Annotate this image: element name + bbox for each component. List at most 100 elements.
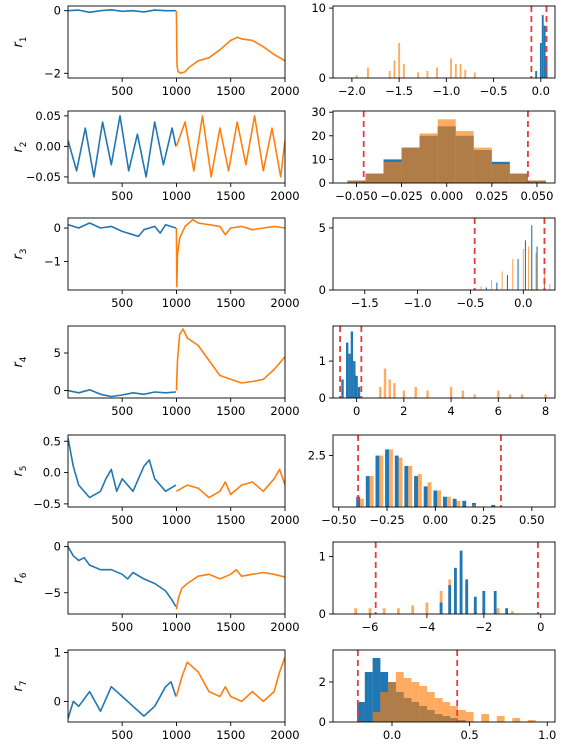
histogram-bar-b [442, 702, 451, 722]
histogram-bar-a [402, 64, 405, 78]
x-tick-label: 0.0 [532, 84, 550, 98]
histogram-bar-a [464, 69, 467, 78]
x-tick-label: 500 [111, 404, 133, 418]
histogram-bar-b [448, 585, 452, 614]
histogram-bar-a [372, 658, 381, 722]
y-tick-label: 0.5 [43, 434, 61, 448]
series-line-a [68, 388, 176, 398]
histogram-panel-6: −6 −4 −2 0 0 1 [319, 541, 556, 634]
histogram-panel-5: −0.50 −0.25 0.00 0.25 0.50 2.5 [308, 434, 556, 527]
histogram-bar-b [473, 596, 477, 614]
x-tick-label: −2.0 [338, 84, 366, 98]
histogram-bar-a [364, 672, 373, 722]
x-tick-label: 0.025 [475, 189, 508, 203]
x-tick-label: 1500 [216, 728, 245, 742]
histogram-bar-b [472, 504, 476, 507]
x-tick-label: −0.50 [321, 513, 356, 527]
trace-panel-5: 500 1000 1500 2000 0.5 0.0 −0.5 r5 [11, 434, 300, 527]
histogram-bar-b [465, 712, 474, 722]
y-tick-label: 0 [54, 540, 61, 554]
plot-area [68, 437, 285, 499]
histogram-bar-b [535, 71, 538, 78]
histogram-bar-b [459, 550, 463, 614]
histogram-bar-b [426, 692, 435, 722]
histogram-bar-a [425, 602, 429, 614]
x-tick-label: 1000 [162, 620, 191, 634]
series-line-b [175, 568, 285, 610]
y-axis-subscript: 6 [19, 572, 29, 578]
histogram-bar-b [434, 698, 443, 722]
y-tick-label: 1 [54, 645, 61, 659]
histogram-bar-a [365, 476, 370, 507]
histogram-bar-b [360, 498, 364, 507]
histogram-bar-b [528, 246, 530, 290]
y-tick-label: 0.05 [35, 109, 61, 123]
axes-frame [332, 434, 556, 508]
histogram-bar-a [397, 608, 400, 614]
x-tick-label: 2000 [270, 728, 299, 742]
x-tick-label: −0.5 [480, 84, 508, 98]
histogram-bar-b [473, 147, 492, 183]
y-axis-label: r2 [11, 141, 29, 152]
histogram-bar-b [380, 692, 389, 722]
histogram-bar-b [417, 474, 422, 507]
histogram-bar-a [356, 496, 361, 507]
y-axis-label: r7 [11, 680, 29, 691]
x-tick-label: 0.50 [519, 513, 545, 527]
y-axis-variable: r [11, 685, 26, 692]
histogram-bar-a [536, 246, 538, 290]
x-tick-label: 0.050 [520, 189, 553, 203]
histogram-bar-b [439, 602, 443, 614]
histogram-bar-b [398, 457, 403, 507]
histogram-bar-a [436, 67, 438, 78]
y-tick-label: 5 [319, 221, 326, 235]
trace-panel-4: 500 1000 1500 2000 0 5 r4 [11, 325, 300, 418]
y-tick-label: 10 [311, 1, 326, 15]
histogram-bar-b [402, 390, 406, 398]
histogram-bar-a [473, 72, 476, 78]
histogram-bar-b [482, 591, 486, 614]
y-tick-label: 0 [54, 221, 61, 235]
y-tick-label: 1 [319, 549, 326, 563]
x-tick-label: 2000 [270, 404, 299, 418]
histogram-bar-b [493, 591, 497, 614]
x-tick-label: 2000 [270, 189, 299, 203]
series-line-a [68, 9, 176, 14]
y-tick-label: 10 [311, 152, 326, 166]
trace-panel-3: 500 1000 1500 2000 0 −1 r3 [11, 217, 300, 310]
x-tick-label: 1000 [162, 728, 191, 742]
histogram-bar-b [455, 131, 474, 183]
histogram-bar-b [372, 712, 381, 722]
histogram-bar-b [414, 386, 417, 398]
histogram-bar-a [348, 353, 351, 398]
x-tick-label: 0.0 [383, 728, 401, 742]
histogram-bar-b [497, 390, 500, 398]
histogram-bar-b [369, 476, 374, 507]
y-tick-label: 0.0 [43, 466, 61, 480]
histogram-bar-b [450, 706, 458, 722]
y-tick-label: 20 [311, 129, 326, 143]
y-axis-variable: r [11, 577, 26, 584]
y-tick-label: 0 [319, 71, 326, 85]
histogram-bar-b [461, 390, 465, 398]
series-line-b [175, 115, 285, 178]
series-line-a [68, 680, 177, 719]
x-tick-label: −1.0 [432, 84, 460, 98]
y-tick-label: 0 [319, 176, 326, 190]
y-tick-label: 0.00 [35, 139, 61, 153]
plot-area [355, 6, 548, 78]
histogram-bar-a [341, 379, 344, 398]
histogram-bar-b [437, 119, 456, 183]
y-tick-label: −5 [44, 586, 61, 600]
histogram-panel-1: −2.0 −1.5 −1.0 −0.5 0.0 0 10 [311, 1, 556, 98]
plot-area [356, 435, 502, 507]
histogram-bar-a [443, 496, 447, 507]
histogram-bar-b [539, 43, 542, 78]
y-axis-label: r6 [11, 572, 29, 583]
x-tick-label: 1000 [162, 404, 191, 418]
series-line-b [176, 468, 285, 499]
histogram-bar-b [501, 271, 503, 290]
histogram-bar-b [347, 180, 366, 183]
x-tick-label: 500 [111, 513, 133, 527]
